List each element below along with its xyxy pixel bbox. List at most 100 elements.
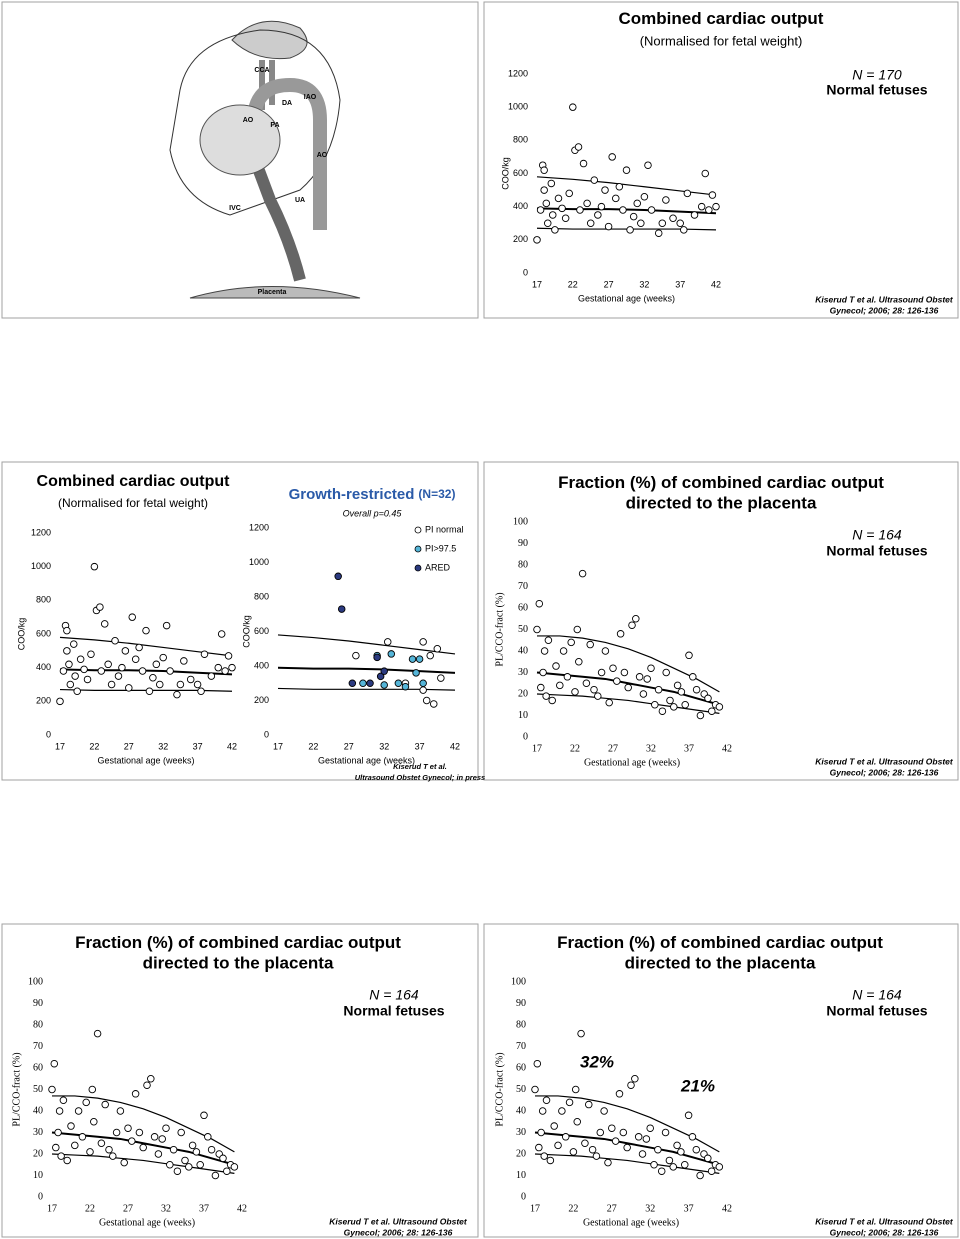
data-point [152, 660, 161, 669]
data-point [575, 658, 583, 666]
chart-subtitle: (Normalised for fetal weight) [58, 496, 208, 510]
data-point [437, 674, 445, 682]
y-tick-label: 0 [523, 731, 528, 742]
data-point [604, 222, 613, 231]
chart-title: Combined cardiac output [37, 473, 231, 490]
data-point [55, 1107, 64, 1115]
reference-curve [277, 634, 456, 655]
data-point [688, 1133, 697, 1141]
diagram-label: IVC [229, 205, 241, 212]
data-point [419, 679, 427, 688]
data-point [221, 667, 229, 675]
data-point [52, 1143, 60, 1152]
data-point [632, 615, 640, 623]
data-point [565, 1098, 574, 1107]
x-tick-label: 37 [415, 741, 425, 751]
citation: Kiserud T et al. Ultrasound Obstet [815, 1216, 954, 1226]
y-tick-label: 600 [36, 628, 51, 638]
data-point [622, 166, 631, 174]
annotation: Normal fetuses [826, 543, 927, 559]
panel [483, 1, 959, 319]
y-tick-label: 40 [518, 645, 528, 656]
citation: Kiserud T et al. Ultrasound Obstet [815, 756, 954, 766]
data-point [586, 219, 595, 227]
data-point [228, 663, 236, 672]
data-point [219, 1154, 227, 1163]
diagram-label: DA [282, 100, 292, 107]
y-axis-label: PL/CCO-fract (%) [11, 1052, 22, 1126]
data-point [615, 1090, 624, 1098]
data-point [48, 1085, 56, 1094]
data-point [676, 219, 684, 227]
panel [483, 923, 959, 1238]
data-point [654, 1145, 662, 1154]
chart-title: Fraction (%) of combined cardiac output [75, 933, 401, 952]
x-tick-label: 27 [604, 279, 614, 289]
data-point [158, 1135, 166, 1143]
y-tick-label: 0 [264, 729, 269, 739]
y-tick-label: 60 [33, 1062, 43, 1073]
data-point [67, 1122, 75, 1130]
data-point [567, 638, 575, 647]
data-point [561, 1133, 570, 1141]
data-point [615, 183, 624, 191]
data-point [626, 226, 634, 234]
data-point [76, 655, 85, 664]
x-axis-label: Gestational age (weeks) [583, 1217, 679, 1228]
x-tick-label: 37 [675, 279, 685, 289]
data-point [180, 657, 188, 665]
data-point [542, 1096, 551, 1104]
data-point [590, 685, 598, 694]
title-text: Growth-restricted [289, 486, 415, 503]
data-point [401, 682, 410, 691]
y-tick-label: 0 [523, 267, 528, 277]
data-point [71, 1141, 79, 1150]
x-tick-label: 42 [722, 1203, 732, 1214]
y-tick-label: 80 [516, 1019, 526, 1030]
y-tick-label: 40 [33, 1105, 43, 1116]
data-point [415, 655, 424, 663]
y-tick-label: 50 [516, 1084, 526, 1095]
data-point [193, 680, 202, 689]
data-point [109, 1152, 117, 1160]
data-point [412, 669, 420, 677]
data-point [162, 1124, 170, 1132]
data-point [613, 677, 621, 685]
x-axis-label: Gestational age (weeks) [99, 1217, 195, 1228]
data-point [715, 703, 724, 711]
chart-subtitle: directed to the placenta [143, 953, 334, 972]
y-tick-label: 100 [513, 516, 528, 527]
data-point [685, 651, 693, 660]
y-tick-label: 1200 [31, 527, 51, 537]
x-axis-label: Gestational age (weeks) [318, 755, 415, 765]
data-point [71, 672, 79, 680]
data-point [707, 1167, 716, 1175]
x-tick-label: 37 [193, 741, 203, 751]
x-tick-label: 32 [161, 1203, 171, 1214]
data-point [683, 189, 692, 198]
citation: Gynecol; 2006; 28: 126-136 [830, 305, 939, 315]
annotation: N = 170 [852, 67, 902, 83]
data-point [66, 680, 75, 689]
data-point [677, 1148, 685, 1156]
data-point [54, 1128, 62, 1137]
y-tick-label: 200 [254, 695, 269, 705]
x-tick-label: 42 [237, 1203, 247, 1214]
data-point [708, 707, 716, 715]
data-point [708, 191, 717, 199]
data-point [105, 1145, 113, 1154]
body-outline [169, 29, 341, 216]
data-point [373, 653, 381, 662]
data-point [101, 1100, 109, 1109]
legend-marker [414, 564, 422, 572]
data-point [600, 1107, 608, 1115]
data-point [647, 664, 655, 672]
y-tick-label: 70 [33, 1041, 43, 1052]
data-point [631, 1074, 639, 1083]
data-point [597, 668, 606, 677]
data-point [581, 1139, 589, 1147]
y-tick-label: 90 [33, 998, 43, 1009]
data-point [654, 685, 663, 694]
data-point [637, 219, 645, 227]
data-point [620, 668, 629, 677]
